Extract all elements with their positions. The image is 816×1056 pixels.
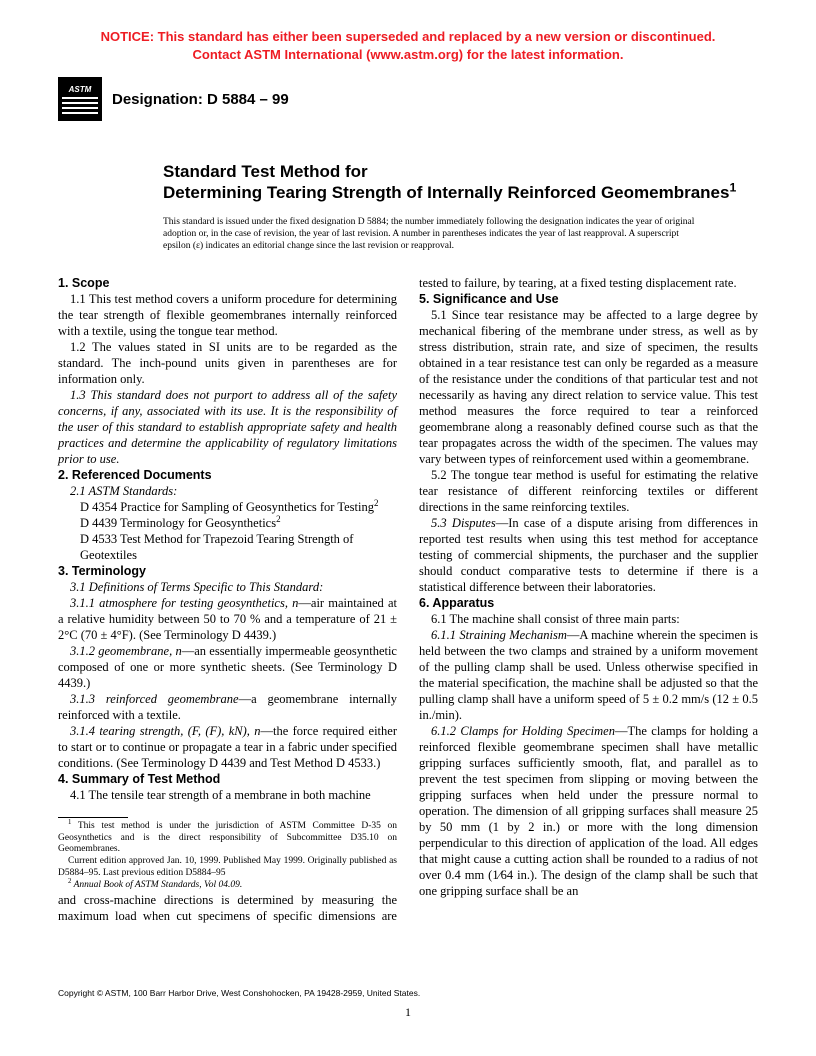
s3-p3: 3.1.2 geomembrane, n—an essentially impe…	[58, 643, 397, 691]
header-row: ASTM Designation: D 5884 – 99	[58, 77, 758, 121]
s3-p5: 3.1.4 tearing strength, (F, (F), kN), n—…	[58, 723, 397, 771]
title-line2: Determining Tearing Strength of Internal…	[163, 182, 758, 203]
s1-head: 1. Scope	[58, 275, 397, 291]
astm-logo-icon: ASTM	[58, 77, 102, 121]
designation: Designation: D 5884 – 99	[112, 91, 289, 108]
s6-p3: 6.1.2 Clamps for Holding Specimen—The cl…	[419, 723, 758, 899]
s3-p2: 3.1.1 atmosphere for testing geosyntheti…	[58, 595, 397, 643]
s2-r1: D 4354 Practice for Sampling of Geosynth…	[58, 499, 397, 515]
s1-p2: 1.2 The values stated in SI units are to…	[58, 339, 397, 387]
s5-p3: 5.3 Disputes—In case of a dispute arisin…	[419, 515, 758, 595]
s3-p4: 3.1.3 reinforced geomembrane—a geomembra…	[58, 691, 397, 723]
footnote-1b: Current edition approved Jan. 10, 1999. …	[58, 856, 397, 880]
footnote-rule	[58, 817, 128, 818]
footnote-1a: 1 This test method is under the jurisdic…	[58, 821, 397, 857]
s2-p1: 2.1 ASTM Standards:	[58, 483, 397, 499]
title-line1: Standard Test Method for	[163, 161, 758, 182]
s4-head: 4. Summary of Test Method	[58, 771, 397, 787]
svg-text:ASTM: ASTM	[68, 85, 92, 94]
s5-head: 5. Significance and Use	[419, 291, 758, 307]
s5-p1: 5.1 Since tear resistance may be affecte…	[419, 307, 758, 467]
s1-p3: 1.3 This standard does not purport to ad…	[58, 387, 397, 467]
footnote-2: 2 Annual Book of ASTM Standards, Vol 04.…	[58, 880, 397, 892]
s3-p1: 3.1 Definitions of Terms Specific to Thi…	[58, 579, 397, 595]
s6-head: 6. Apparatus	[419, 595, 758, 611]
copyright-line: Copyright © ASTM, 100 Barr Harbor Drive,…	[58, 988, 420, 998]
notice-banner: NOTICE: This standard has either been su…	[58, 28, 758, 63]
body-columns: 1. Scope 1.1 This test method covers a u…	[58, 275, 758, 924]
notice-line1: NOTICE: This standard has either been su…	[101, 29, 716, 44]
s2-r2: D 4439 Terminology for Geosynthetics2	[58, 515, 397, 531]
document-title: Standard Test Method for Determining Tea…	[163, 161, 758, 204]
s6-p2: 6.1.1 Straining Mechanism—A machine wher…	[419, 627, 758, 723]
s2-head: 2. Referenced Documents	[58, 467, 397, 483]
s1-p1: 1.1 This test method covers a uniform pr…	[58, 291, 397, 339]
page-number: 1	[0, 1005, 816, 1020]
issuance-note: This standard is issued under the fixed …	[163, 216, 758, 253]
s4-p1: 4.1 The tensile tear strength of a membr…	[58, 787, 397, 803]
s2-r3: D 4533 Test Method for Trapezoid Tearing…	[58, 531, 397, 563]
s6-p1: 6.1 The machine shall consist of three m…	[419, 611, 758, 627]
s5-p2: 5.2 The tongue tear method is useful for…	[419, 467, 758, 515]
notice-line2: Contact ASTM International (www.astm.org…	[193, 47, 624, 62]
s3-head: 3. Terminology	[58, 563, 397, 579]
